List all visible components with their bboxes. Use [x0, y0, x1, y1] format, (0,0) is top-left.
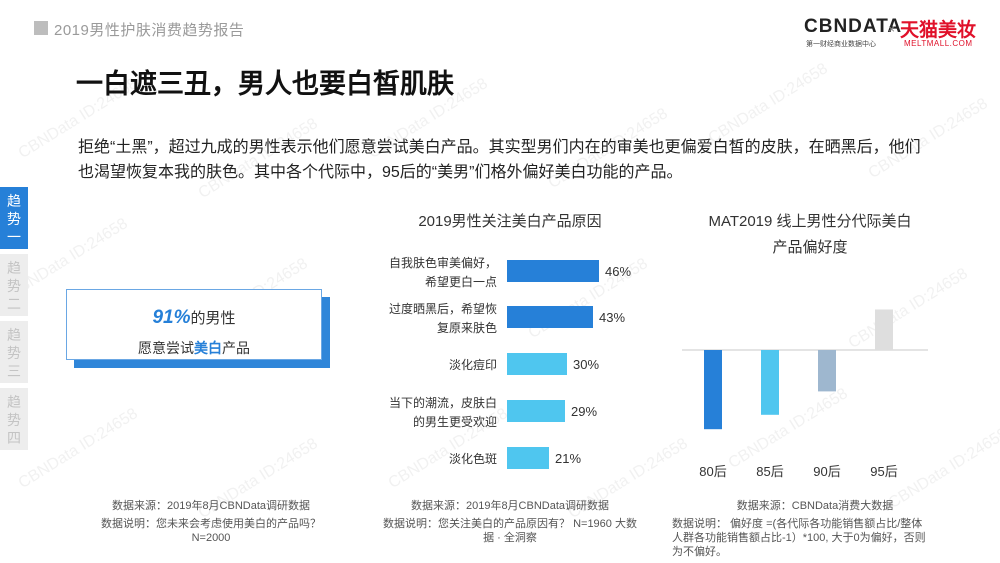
chart-2-title: MAT2019 线上男性分代际美白 [708, 213, 912, 230]
side-tab-char: 势 [7, 211, 21, 227]
category-label-5: 淡化色斑 [449, 452, 497, 466]
category-label-2: 过度晒黑后，希望恢 [389, 301, 497, 316]
category-label-4: 当下的潮流，皮肤白 [389, 395, 497, 410]
side-tab-char: 二 [7, 296, 21, 312]
header-square-icon [34, 21, 48, 35]
bar-5 [507, 447, 549, 469]
highlight-line-1: 91%的男性 [66, 307, 322, 329]
bar-2 [507, 306, 593, 328]
highlight-line-2-pre: 愿意尝试 [138, 340, 194, 356]
generation-preference-chart: 80后 85后 90后 95后 [682, 309, 928, 479]
note-3-description: 数据说明： 偏好度 =(各代际各功能销售额占比/整体人群各功能销售额占比-1）*… [672, 518, 926, 558]
note-1-source: 数据来源：2019年8月CBNData调研数据 [111, 500, 311, 512]
generation-label-3: 90后 [813, 464, 840, 479]
tmall-logo-subtitle: MELTMALL.COM [904, 39, 973, 48]
note-2-description: 数据说明：您关注美白的产品原因有？ N=1960 大数据 · 全洞察 [383, 518, 637, 544]
highlight-card [66, 289, 322, 360]
cbndata-logo-subtitle: 第一财经商业数据中心 [806, 41, 876, 48]
category-label-4: 的男生更受欢迎 [413, 414, 497, 429]
chart-2-title-line-2: 产品偏好度 [772, 239, 848, 256]
category-label-3: 淡化痘印 [449, 357, 497, 372]
page-headline: 一白遮三丑，男人也要白皙肌肤 [76, 69, 454, 99]
value-label-1: 46% [605, 264, 631, 279]
generation-label-1: 80后 [699, 464, 726, 479]
side-tab-char: 趋 [7, 260, 21, 276]
tmall-logo: 天猫美妆 [900, 20, 977, 41]
chart-1-title: 2019男性关注美白产品原因 [418, 213, 602, 230]
side-tab-char: 趋 [7, 193, 21, 209]
value-label-4: 29% [571, 404, 597, 419]
side-tab-char: 势 [7, 278, 21, 294]
bar-1 [507, 260, 599, 282]
watermark-text: CBNData ID:24658 [15, 405, 141, 493]
summary-paragraph: 拒绝“土黑”，超过九成的男性表示他们愿意尝试美白产品。其实型男们内在的审美也更偏… [78, 139, 921, 181]
category-label-1: 希望更白一点 [425, 274, 497, 289]
category-label-2: 复原来肤色 [437, 320, 497, 335]
bar-3 [507, 353, 567, 375]
cbndata-logo: CBNDATA [804, 16, 903, 37]
generation-bar-3 [818, 350, 836, 392]
side-tab-4[interactable]: 趋势四 [0, 388, 28, 450]
value-label-2: 43% [599, 310, 625, 325]
side-tab-char: 四 [7, 430, 21, 446]
generation-label-4: 95后 [870, 464, 897, 479]
side-tab-char: 趋 [7, 327, 21, 343]
side-tab-char: 一 [7, 229, 21, 245]
side-tab-1[interactable]: 趋势一 [0, 187, 28, 249]
side-tab-char: 三 [7, 363, 21, 379]
side-tab-3[interactable]: 趋势三 [0, 321, 28, 383]
note-3-source: 数据来源：CBNData消费大数据 [736, 500, 894, 512]
note-2-source: 数据来源：2019年8月CBNData调研数据 [410, 500, 610, 512]
side-tab-char: 趋 [7, 394, 21, 410]
value-label-5: 21% [555, 451, 581, 466]
generation-bar-1 [704, 350, 722, 430]
side-tab-2[interactable]: 趋势二 [0, 254, 28, 316]
report-title: 2019男性护肤消费趋势报告 [54, 22, 245, 39]
bar-4 [507, 400, 565, 422]
value-label-3: 30% [573, 357, 599, 372]
logo-separator: × [888, 22, 896, 36]
note-1-description: 数据说明：您未来会考虑使用美白的产品吗？N=2000 [101, 518, 321, 544]
generation-bar-4 [875, 309, 893, 350]
highlight-line-2: 愿意尝试美白产品 [66, 338, 322, 358]
highlight-line-2-strong: 美白 [194, 340, 222, 356]
generation-bar-2 [761, 350, 779, 415]
highlight-line-2-post: 产品 [222, 340, 250, 356]
category-label-1: 自我肤色审美偏好， [389, 255, 497, 270]
generation-label-2: 85后 [756, 464, 783, 479]
highlight-line-1-text: 的男性 [190, 310, 236, 327]
side-tab-char: 势 [7, 412, 21, 428]
highlight-percent: 91% [152, 307, 191, 328]
side-tab-char: 势 [7, 345, 21, 361]
